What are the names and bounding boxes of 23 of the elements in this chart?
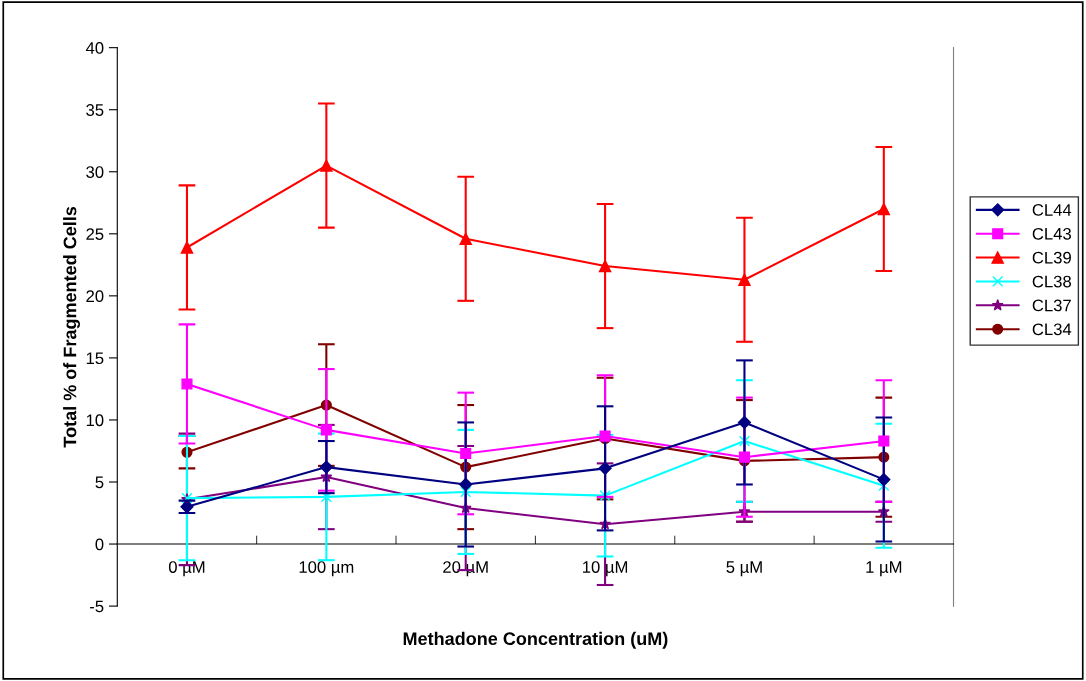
x-tick-label: 1 µM	[866, 561, 902, 577]
legend-label: CL38	[1032, 275, 1071, 288]
y-tick-label: 40	[85, 42, 104, 54]
y-tick-label: 10	[86, 414, 104, 427]
y-tick-label: 25	[86, 228, 104, 241]
y-axis-title: Total % of Fragmented Cells	[63, 206, 80, 448]
x-tick-label: 5 µM	[726, 561, 762, 577]
x-tick-label: 20 µM	[443, 561, 488, 577]
y-tick-label: -5	[90, 600, 104, 613]
y-tick-label: 0	[95, 538, 104, 551]
legend-label: CL34	[1032, 323, 1072, 336]
legend-label: CL43	[1032, 227, 1071, 240]
y-tick-label: 5	[95, 476, 104, 489]
y-tick-label: 15	[86, 352, 104, 365]
legend-label: CL37	[1032, 299, 1071, 312]
x-tick-label: 10 µM	[583, 561, 628, 577]
x-tick-label: 100 µm	[299, 561, 354, 577]
legend-label: CL39	[1032, 251, 1071, 264]
y-tick-label: 35	[86, 104, 104, 116]
y-tick-label: 20	[86, 290, 104, 303]
legend-label: CL44	[1032, 204, 1072, 216]
x-axis-title: Methadone Concentration (uM)	[403, 631, 668, 649]
y-tick-label: 30	[86, 166, 104, 178]
